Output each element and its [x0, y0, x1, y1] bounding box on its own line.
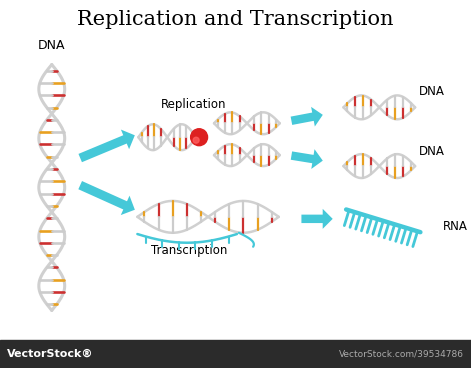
Circle shape [193, 137, 199, 143]
Bar [0, 340, 471, 368]
Text: DNA: DNA [38, 39, 66, 52]
Text: Transcription: Transcription [151, 244, 228, 257]
Text: Replication and Transcription: Replication and Transcription [77, 10, 393, 29]
Text: VectorStock®: VectorStock® [7, 349, 94, 359]
Text: RNA: RNA [443, 220, 468, 233]
Text: Replication: Replication [161, 98, 227, 111]
Circle shape [191, 129, 208, 146]
Text: VectorStock.com/39534786: VectorStock.com/39534786 [339, 350, 464, 359]
Text: DNA: DNA [419, 85, 445, 98]
Text: DNA: DNA [419, 145, 445, 158]
